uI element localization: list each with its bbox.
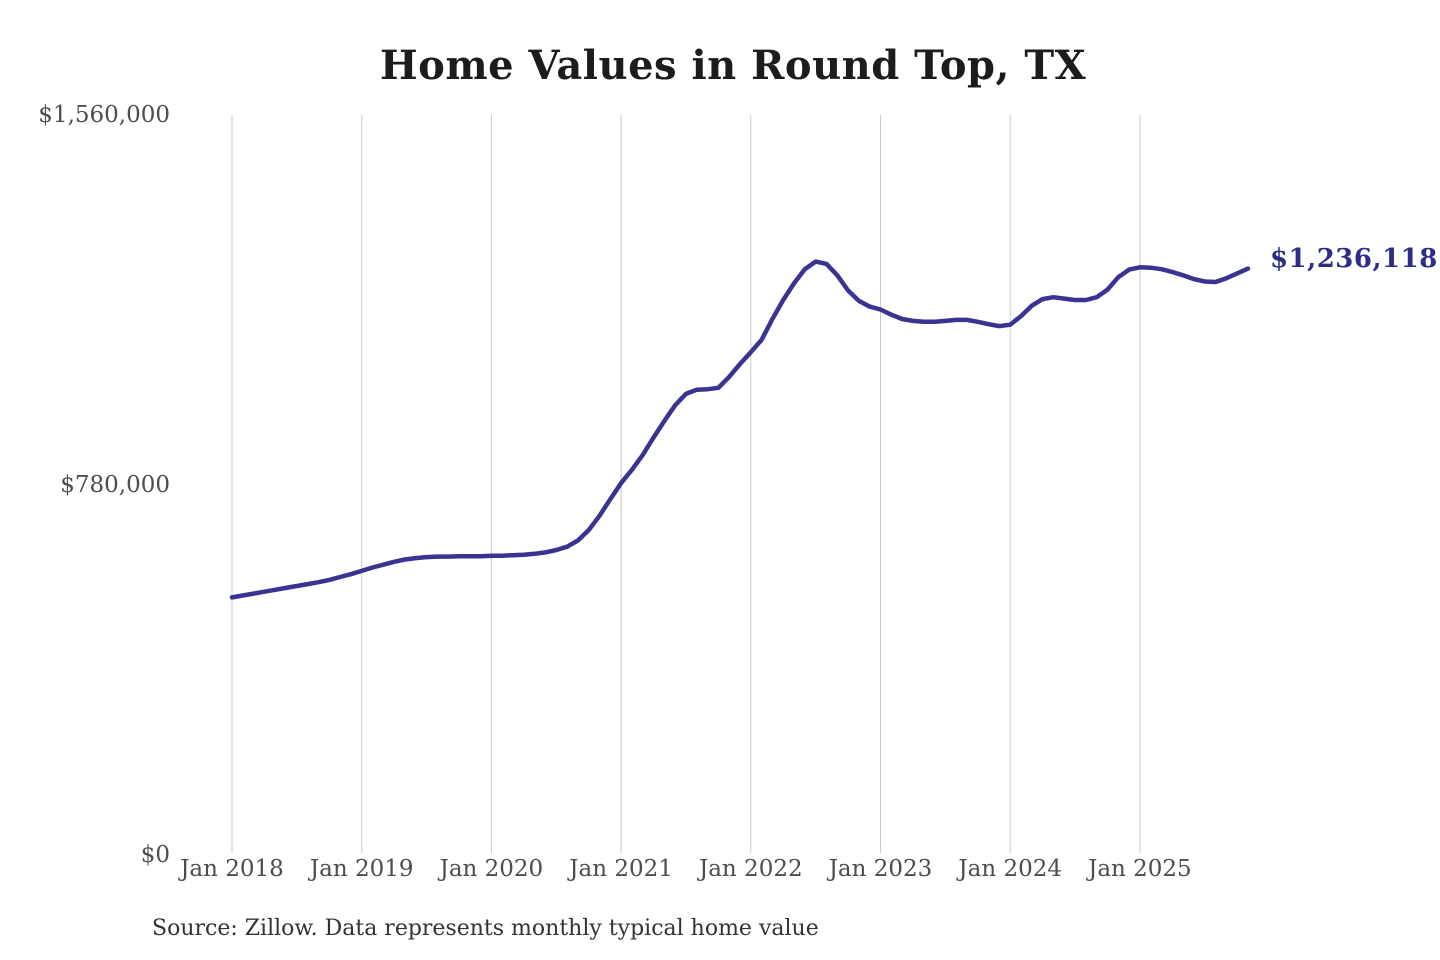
source-note: Source: Zillow. Data represents monthly … bbox=[152, 916, 819, 941]
y-axis-tick-label: $780,000 bbox=[60, 472, 170, 498]
home-value-series-line bbox=[229, 259, 1251, 600]
x-axis-tick-label: Jan 2018 bbox=[180, 856, 284, 882]
x-axis-tick-label: Jan 2020 bbox=[439, 856, 544, 882]
x-axis-tick-label: Jan 2019 bbox=[309, 856, 414, 882]
x-axis-tick-label: Jan 2021 bbox=[569, 856, 673, 882]
x-axis-tick-label: Jan 2022 bbox=[699, 856, 803, 882]
x-axis-tick-label: Jan 2025 bbox=[1088, 856, 1192, 882]
latest-value-label: $1,236,118 bbox=[1269, 243, 1438, 274]
y-axis-tick-label: $1,560,000 bbox=[38, 102, 170, 128]
x-axis-tick-label: Jan 2023 bbox=[828, 856, 933, 882]
x-axis-tick-label: Jan 2024 bbox=[958, 856, 1062, 882]
y-axis-tick-label: $0 bbox=[140, 842, 170, 868]
chart-title: Home Values in Round Top, TX bbox=[379, 42, 1087, 89]
